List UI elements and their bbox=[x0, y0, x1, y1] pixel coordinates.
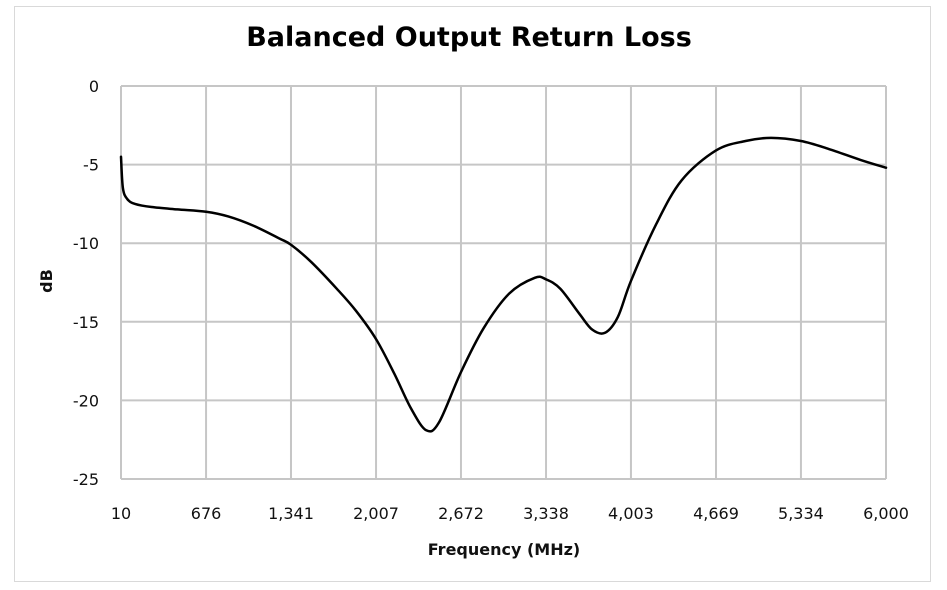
x-tick-label: 5,334 bbox=[778, 504, 824, 523]
y-tick-label: -20 bbox=[73, 391, 99, 410]
x-tick-label: 2,672 bbox=[438, 504, 484, 523]
x-tick-label: 3,338 bbox=[523, 504, 569, 523]
x-tick-label: 676 bbox=[191, 504, 222, 523]
x-axis-label: Frequency (MHz) bbox=[428, 540, 580, 559]
y-axis-ticks: 0 -5 -10 -15 -20 -25 bbox=[73, 77, 99, 489]
x-tick-label: 4,003 bbox=[608, 504, 654, 523]
x-tick-label: 6,000 bbox=[863, 504, 909, 523]
series-line bbox=[119, 136, 888, 433]
chart-frame bbox=[14, 6, 931, 582]
x-axis-ticks: 10 676 1,341 2,007 2,672 3,338 4,003 4,669 5,334… bbox=[111, 504, 909, 523]
chart-title: Balanced Output Return Loss bbox=[246, 22, 692, 53]
x-tick-label: 4,669 bbox=[693, 504, 739, 523]
y-tick-label: -10 bbox=[73, 234, 99, 253]
y-tick-label: -5 bbox=[83, 156, 99, 175]
x-tick-label: 1,341 bbox=[268, 504, 314, 523]
y-tick-label: -25 bbox=[73, 470, 99, 489]
y-tick-label: 0 bbox=[89, 77, 99, 96]
y-axis-label: dB bbox=[37, 269, 56, 293]
y-tick-label: -15 bbox=[73, 313, 99, 332]
x-tick-label: 10 bbox=[111, 504, 131, 523]
grid-lines bbox=[120, 85, 887, 480]
x-tick-label: 2,007 bbox=[353, 504, 399, 523]
